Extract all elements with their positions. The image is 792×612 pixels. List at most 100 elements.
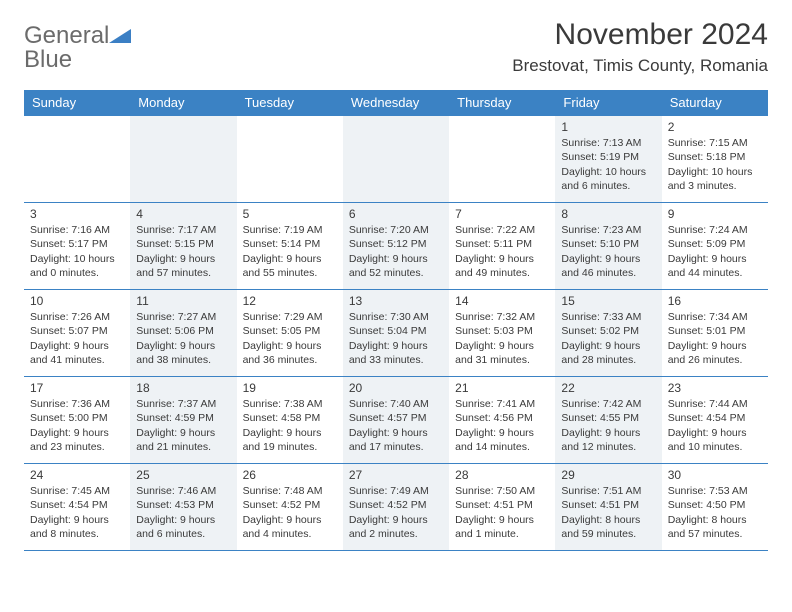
- day-cell: 16Sunrise: 7:34 AMSunset: 5:01 PMDayligh…: [662, 290, 768, 376]
- sunset-text: Sunset: 4:57 PM: [349, 411, 443, 425]
- day-cell: [24, 116, 130, 202]
- sunset-text: Sunset: 5:15 PM: [136, 237, 230, 251]
- day-number: 23: [668, 380, 762, 396]
- day-cell: 10Sunrise: 7:26 AMSunset: 5:07 PMDayligh…: [24, 290, 130, 376]
- week-row: 24Sunrise: 7:45 AMSunset: 4:54 PMDayligh…: [24, 463, 768, 551]
- daylight-text: Daylight: 9 hours and 31 minutes.: [455, 339, 549, 367]
- day-header-mon: Monday: [130, 90, 236, 115]
- sunset-text: Sunset: 5:07 PM: [30, 324, 124, 338]
- daylight-text: Daylight: 9 hours and 38 minutes.: [136, 339, 230, 367]
- sunrise-text: Sunrise: 7:27 AM: [136, 310, 230, 324]
- sunrise-text: Sunrise: 7:29 AM: [243, 310, 337, 324]
- sunset-text: Sunset: 5:10 PM: [561, 237, 655, 251]
- daylight-text: Daylight: 9 hours and 44 minutes.: [668, 252, 762, 280]
- daylight-text: Daylight: 10 hours and 3 minutes.: [668, 165, 762, 193]
- day-number: 29: [561, 467, 655, 483]
- day-number: 15: [561, 293, 655, 309]
- sunset-text: Sunset: 5:17 PM: [30, 237, 124, 251]
- daylight-text: Daylight: 10 hours and 0 minutes.: [30, 252, 124, 280]
- sunrise-text: Sunrise: 7:40 AM: [349, 397, 443, 411]
- day-cell: 8Sunrise: 7:23 AMSunset: 5:10 PMDaylight…: [555, 203, 661, 289]
- sunset-text: Sunset: 5:03 PM: [455, 324, 549, 338]
- day-number: 18: [136, 380, 230, 396]
- day-cell: 22Sunrise: 7:42 AMSunset: 4:55 PMDayligh…: [555, 377, 661, 463]
- sunset-text: Sunset: 4:51 PM: [561, 498, 655, 512]
- daylight-text: Daylight: 9 hours and 12 minutes.: [561, 426, 655, 454]
- daylight-text: Daylight: 9 hours and 55 minutes.: [243, 252, 337, 280]
- sunrise-text: Sunrise: 7:23 AM: [561, 223, 655, 237]
- day-cell: [130, 116, 236, 202]
- sunrise-text: Sunrise: 7:44 AM: [668, 397, 762, 411]
- day-number: 24: [30, 467, 124, 483]
- day-number: 17: [30, 380, 124, 396]
- day-cell: 19Sunrise: 7:38 AMSunset: 4:58 PMDayligh…: [237, 377, 343, 463]
- day-number: 5: [243, 206, 337, 222]
- sunset-text: Sunset: 5:05 PM: [243, 324, 337, 338]
- day-cell: 5Sunrise: 7:19 AMSunset: 5:14 PMDaylight…: [237, 203, 343, 289]
- day-cell: 3Sunrise: 7:16 AMSunset: 5:17 PMDaylight…: [24, 203, 130, 289]
- daylight-text: Daylight: 9 hours and 19 minutes.: [243, 426, 337, 454]
- sunset-text: Sunset: 5:04 PM: [349, 324, 443, 338]
- day-header-row: Sunday Monday Tuesday Wednesday Thursday…: [24, 90, 768, 115]
- day-cell: 13Sunrise: 7:30 AMSunset: 5:04 PMDayligh…: [343, 290, 449, 376]
- daylight-text: Daylight: 9 hours and 10 minutes.: [668, 426, 762, 454]
- daylight-text: Daylight: 8 hours and 59 minutes.: [561, 513, 655, 541]
- day-cell: [237, 116, 343, 202]
- logo-text: General Blue: [24, 24, 131, 72]
- day-number: 6: [349, 206, 443, 222]
- sunrise-text: Sunrise: 7:17 AM: [136, 223, 230, 237]
- day-number: 1: [561, 119, 655, 135]
- daylight-text: Daylight: 9 hours and 26 minutes.: [668, 339, 762, 367]
- day-cell: 11Sunrise: 7:27 AMSunset: 5:06 PMDayligh…: [130, 290, 236, 376]
- sunrise-text: Sunrise: 7:45 AM: [30, 484, 124, 498]
- day-header-fri: Friday: [555, 90, 661, 115]
- day-cell: 23Sunrise: 7:44 AMSunset: 4:54 PMDayligh…: [662, 377, 768, 463]
- day-cell: 21Sunrise: 7:41 AMSunset: 4:56 PMDayligh…: [449, 377, 555, 463]
- sunrise-text: Sunrise: 7:37 AM: [136, 397, 230, 411]
- sunset-text: Sunset: 4:53 PM: [136, 498, 230, 512]
- day-cell: 24Sunrise: 7:45 AMSunset: 4:54 PMDayligh…: [24, 464, 130, 550]
- logo-text-general: General: [24, 22, 109, 49]
- day-cell: [449, 116, 555, 202]
- calendar: Sunday Monday Tuesday Wednesday Thursday…: [24, 90, 768, 551]
- sunset-text: Sunset: 4:56 PM: [455, 411, 549, 425]
- daylight-text: Daylight: 9 hours and 41 minutes.: [30, 339, 124, 367]
- day-number: 8: [561, 206, 655, 222]
- daylight-text: Daylight: 9 hours and 21 minutes.: [136, 426, 230, 454]
- sunrise-text: Sunrise: 7:50 AM: [455, 484, 549, 498]
- day-header-thu: Thursday: [449, 90, 555, 115]
- day-number: 7: [455, 206, 549, 222]
- sunrise-text: Sunrise: 7:38 AM: [243, 397, 337, 411]
- sunrise-text: Sunrise: 7:19 AM: [243, 223, 337, 237]
- sunset-text: Sunset: 4:52 PM: [243, 498, 337, 512]
- sunset-text: Sunset: 5:00 PM: [30, 411, 124, 425]
- day-number: 27: [349, 467, 443, 483]
- day-number: 2: [668, 119, 762, 135]
- day-cell: 28Sunrise: 7:50 AMSunset: 4:51 PMDayligh…: [449, 464, 555, 550]
- day-cell: 6Sunrise: 7:20 AMSunset: 5:12 PMDaylight…: [343, 203, 449, 289]
- sunset-text: Sunset: 4:54 PM: [668, 411, 762, 425]
- week-row: 1Sunrise: 7:13 AMSunset: 5:19 PMDaylight…: [24, 115, 768, 202]
- sunrise-text: Sunrise: 7:33 AM: [561, 310, 655, 324]
- month-title: November 2024: [512, 18, 768, 52]
- day-number: 28: [455, 467, 549, 483]
- day-cell: 26Sunrise: 7:48 AMSunset: 4:52 PMDayligh…: [237, 464, 343, 550]
- day-number: 26: [243, 467, 337, 483]
- sunset-text: Sunset: 5:02 PM: [561, 324, 655, 338]
- day-cell: 2Sunrise: 7:15 AMSunset: 5:18 PMDaylight…: [662, 116, 768, 202]
- weeks-container: 1Sunrise: 7:13 AMSunset: 5:19 PMDaylight…: [24, 115, 768, 551]
- daylight-text: Daylight: 9 hours and 23 minutes.: [30, 426, 124, 454]
- logo-triangle-icon: [109, 29, 131, 43]
- sunrise-text: Sunrise: 7:15 AM: [668, 136, 762, 150]
- day-cell: 4Sunrise: 7:17 AMSunset: 5:15 PMDaylight…: [130, 203, 236, 289]
- sunset-text: Sunset: 5:11 PM: [455, 237, 549, 251]
- day-number: 11: [136, 293, 230, 309]
- daylight-text: Daylight: 9 hours and 17 minutes.: [349, 426, 443, 454]
- daylight-text: Daylight: 9 hours and 46 minutes.: [561, 252, 655, 280]
- daylight-text: Daylight: 9 hours and 2 minutes.: [349, 513, 443, 541]
- daylight-text: Daylight: 9 hours and 52 minutes.: [349, 252, 443, 280]
- sunset-text: Sunset: 4:50 PM: [668, 498, 762, 512]
- sunset-text: Sunset: 5:14 PM: [243, 237, 337, 251]
- location: Brestovat, Timis County, Romania: [512, 56, 768, 76]
- day-cell: 9Sunrise: 7:24 AMSunset: 5:09 PMDaylight…: [662, 203, 768, 289]
